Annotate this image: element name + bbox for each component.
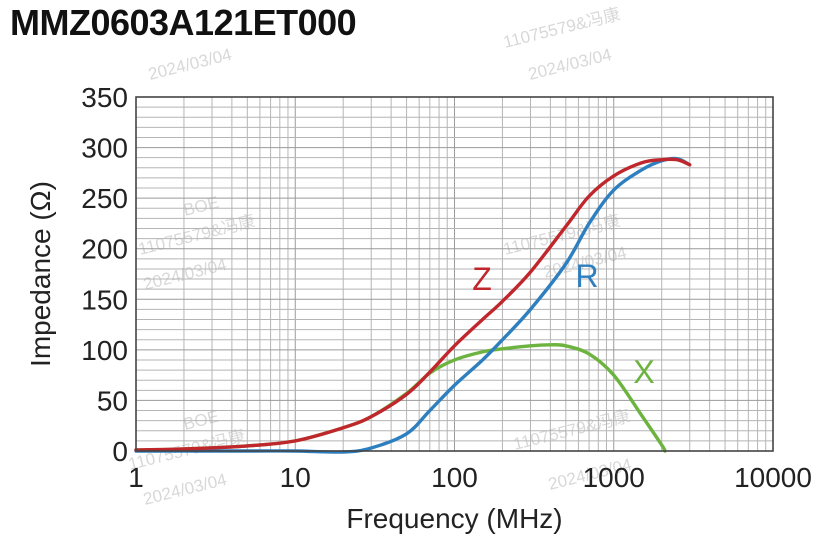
- series-labels: Z R X: [472, 258, 654, 390]
- series-line-z: [134, 157, 692, 452]
- series-label-x: X: [633, 354, 654, 390]
- x-tick-label: 10000: [734, 462, 812, 493]
- watermark-text: 2024/03/04: [141, 470, 228, 509]
- watermark-text: 2024/03/04: [526, 45, 613, 84]
- y-tick-label: 200: [81, 234, 128, 265]
- tick-labels: 0 50 100 150 200 250 300 350 1 10 100 1000 10000: [81, 82, 812, 493]
- chart-title: MMZ0603A121ET000: [10, 2, 357, 43]
- series-label-r: R: [575, 258, 598, 294]
- x-tick-label: 1: [128, 462, 144, 493]
- y-tick-label: 150: [81, 284, 128, 315]
- y-tick-label: 300: [81, 133, 128, 164]
- series-lines: [134, 156, 692, 454]
- y-tick-label: 100: [81, 335, 128, 366]
- x-tick-label: 100: [431, 462, 478, 493]
- watermark-text: 2024/03/04: [146, 45, 233, 84]
- watermark-layer: 2024/03/0411075579&冯康2024/03/04BOE110755…: [126, 4, 633, 508]
- watermark-text: BOE: [181, 193, 220, 220]
- grid-lines: [136, 97, 773, 451]
- x-tick-label: 10: [280, 462, 311, 493]
- y-tick-label: 0: [112, 436, 128, 467]
- y-tick-label: 50: [97, 385, 128, 416]
- x-tick-label: 1000: [583, 462, 645, 493]
- watermark-text: 2024/03/04: [141, 255, 228, 294]
- series-line-r: [134, 156, 692, 454]
- x-axis-label: Frequency (MHz): [346, 503, 562, 534]
- plot-frame: [135, 96, 774, 452]
- series-label-z: Z: [472, 261, 492, 297]
- watermark-text: 11075579&冯康: [501, 4, 622, 51]
- y-axis-label: Impedance (Ω): [25, 181, 56, 367]
- y-tick-label: 250: [81, 183, 128, 214]
- y-tick-label: 350: [81, 82, 128, 113]
